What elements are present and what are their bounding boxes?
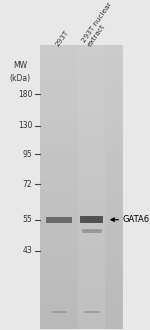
Bar <box>82 229 102 233</box>
Bar <box>82 229 102 233</box>
Bar <box>85 311 99 313</box>
Bar <box>83 230 100 233</box>
Bar <box>85 218 98 221</box>
Bar <box>51 311 67 314</box>
Bar <box>87 312 96 313</box>
Text: 130: 130 <box>18 121 32 130</box>
Text: 293T nuclear
extract: 293T nuclear extract <box>81 1 119 48</box>
Bar <box>40 45 122 329</box>
Bar <box>52 311 66 313</box>
Bar <box>46 216 72 223</box>
Text: GATA6: GATA6 <box>122 215 149 224</box>
Bar <box>51 311 67 314</box>
Bar <box>50 217 68 222</box>
Text: (kDa): (kDa) <box>10 74 31 83</box>
Bar <box>85 230 99 232</box>
Bar <box>84 217 100 222</box>
Bar <box>48 217 70 222</box>
Bar <box>86 230 97 232</box>
Bar <box>80 216 103 223</box>
Text: 43: 43 <box>22 247 32 255</box>
Bar <box>78 45 105 329</box>
Text: 55: 55 <box>22 215 32 224</box>
Text: MW: MW <box>13 61 27 70</box>
Bar <box>52 218 66 221</box>
Bar <box>86 312 97 313</box>
Bar <box>84 311 100 314</box>
Text: 72: 72 <box>23 180 32 188</box>
Bar <box>46 216 72 223</box>
Bar <box>55 312 63 313</box>
Text: 180: 180 <box>18 90 32 99</box>
Bar <box>80 216 103 223</box>
Text: 95: 95 <box>22 150 32 159</box>
Bar <box>82 217 101 223</box>
Text: 293T: 293T <box>54 29 69 48</box>
Bar <box>84 311 100 314</box>
Bar <box>53 312 65 313</box>
